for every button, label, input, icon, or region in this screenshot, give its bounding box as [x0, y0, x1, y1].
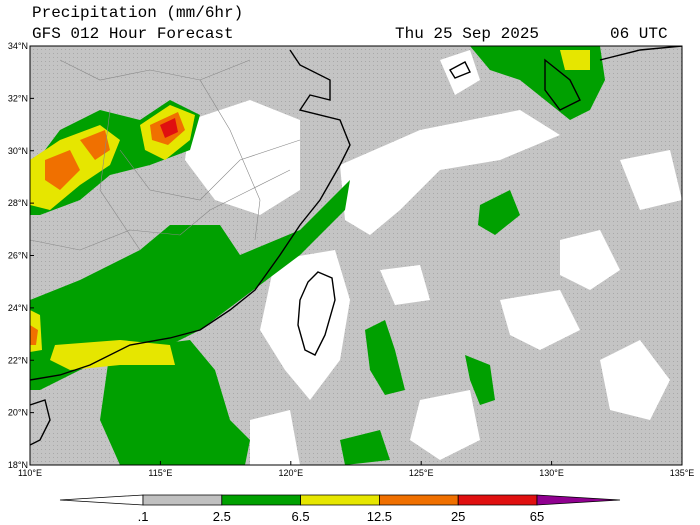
colorbar-label: .1: [138, 509, 149, 524]
y-tick-label: 18°N: [8, 460, 28, 470]
colorbar-label: 65: [530, 509, 544, 524]
title: Precipitation (mm/6hr): [32, 4, 243, 22]
x-tick-label: 110°E: [18, 468, 42, 478]
x-tick-label: 135°E: [670, 468, 695, 478]
time: 06 UTC: [610, 25, 668, 43]
y-tick-label: 26°N: [8, 251, 28, 261]
x-tick-label: 120°E: [278, 468, 303, 478]
colorbar-label: 6.5: [292, 509, 310, 524]
x-tick-label: 125°E: [409, 468, 434, 478]
colorbar-segment: [457, 494, 538, 506]
y-tick-label: 34°N: [8, 41, 28, 51]
axes: 110°E 115°E 120°E 125°E 130°E 135°E 18°N 20°N 22…: [8, 41, 694, 478]
y-tick-label: 24°N: [8, 303, 28, 313]
y-tick-label: 28°N: [8, 198, 28, 208]
coastline: [30, 46, 682, 446]
borders: [30, 59, 301, 251]
colorbar: .1 2.5 6.5 12.5 25 65: [59, 494, 621, 524]
map: [30, 46, 682, 465]
colorbar-segment: [142, 494, 223, 506]
colorbar-segment: [536, 494, 621, 506]
subtitle: GFS 012 Hour Forecast: [32, 25, 234, 43]
y-tick-label: 30°N: [8, 146, 28, 156]
colorbar-label: 25: [451, 509, 465, 524]
date: Thu 25 Sep 2025: [395, 25, 539, 43]
colorbar-label: 12.5: [367, 509, 392, 524]
no-precip: [185, 50, 682, 465]
colorbar-label: 2.5: [213, 509, 231, 524]
y-tick-label: 32°N: [8, 93, 28, 103]
colorbar-segment: [300, 494, 380, 506]
y-tick-label: 20°N: [8, 408, 28, 418]
y-tick-label: 22°N: [8, 355, 28, 365]
x-tick-label: 130°E: [539, 468, 564, 478]
x-tick-label: 115°E: [148, 468, 172, 478]
colorbar-segment: [221, 494, 301, 506]
precip-extreme: [160, 118, 178, 138]
colorbar-segment: [59, 494, 144, 506]
colorbar-segment: [379, 494, 459, 506]
